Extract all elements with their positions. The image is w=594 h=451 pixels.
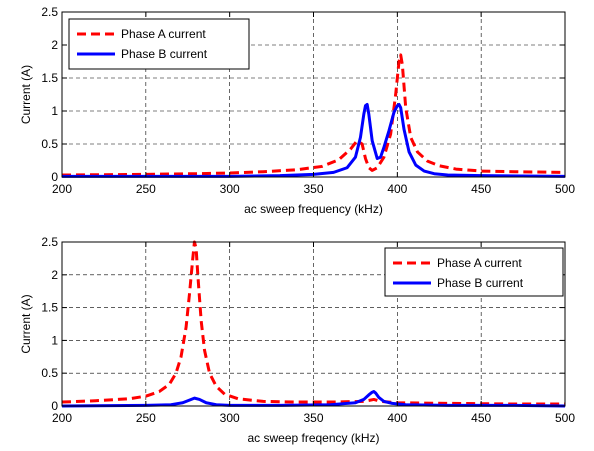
legend-label: Phase A current (437, 256, 522, 270)
y-tick-label: 1 (51, 104, 58, 118)
legend: Phase A current Phase B current (384, 247, 564, 297)
x-tick-label: 300 (220, 182, 240, 196)
x-tick-label: 450 (471, 411, 491, 425)
legend-box (68, 18, 250, 70)
legend-box (384, 247, 564, 297)
x-tick-label: 500 (555, 411, 575, 425)
x-tick-label: 350 (303, 182, 323, 196)
x-axis-title: ac sweep frequency (kHz) (244, 202, 383, 216)
y-tick-label: 1.5 (41, 301, 58, 315)
x-tick-label: 450 (471, 182, 491, 196)
y-axis-title: Current (A) (19, 294, 33, 353)
y-tick-label: 2.5 (41, 235, 58, 249)
x-tick-label: 200 (52, 411, 72, 425)
series-line-phase-a (61, 53, 566, 177)
y-tick-label: 1.5 (41, 71, 58, 85)
x-tick-label: 400 (387, 411, 407, 425)
x-tick-label: 200 (52, 182, 72, 196)
x-tick-label: 250 (136, 182, 156, 196)
y-tick-label: 2 (51, 38, 58, 52)
y-tick-label: 0 (51, 170, 58, 184)
x-tick-label: 350 (303, 411, 323, 425)
x-tick-label: 400 (387, 182, 407, 196)
y-axis-title: Current (A) (19, 65, 33, 124)
y-tick-label: 2.5 (41, 5, 58, 19)
chart-panel-2: 200 250 300 350 400 450 500 0 0.5 1 1.5 2 2.5 ac swee… (19, 235, 575, 445)
y-tick-label: 0.5 (41, 366, 58, 380)
x-tick-label: 250 (136, 411, 156, 425)
y-tick-label: 1 (51, 333, 58, 347)
series-line-phase-b (61, 390, 566, 408)
y-tick-label: 0.5 (41, 137, 58, 151)
x-axis-title: ac sweep freqency (kHz) (247, 431, 379, 445)
series-line-phase-b (62, 102, 566, 178)
legend-label: Phase B current (121, 47, 208, 61)
y-tick-label: 2 (51, 268, 58, 282)
y-tick-label: 0 (51, 399, 58, 413)
legend-label: Phase A current (121, 27, 206, 41)
series-line-phase-a (61, 240, 565, 406)
chart-panel-1: 200 250 300 350 400 450 500 0 0.5 1 1.5 2 2.5 ac swee… (19, 5, 575, 216)
x-tick-label: 300 (220, 411, 240, 425)
legend: Phase A current Phase B current (68, 18, 250, 70)
x-tick-label: 500 (555, 182, 575, 196)
legend-label: Phase B current (437, 276, 524, 290)
